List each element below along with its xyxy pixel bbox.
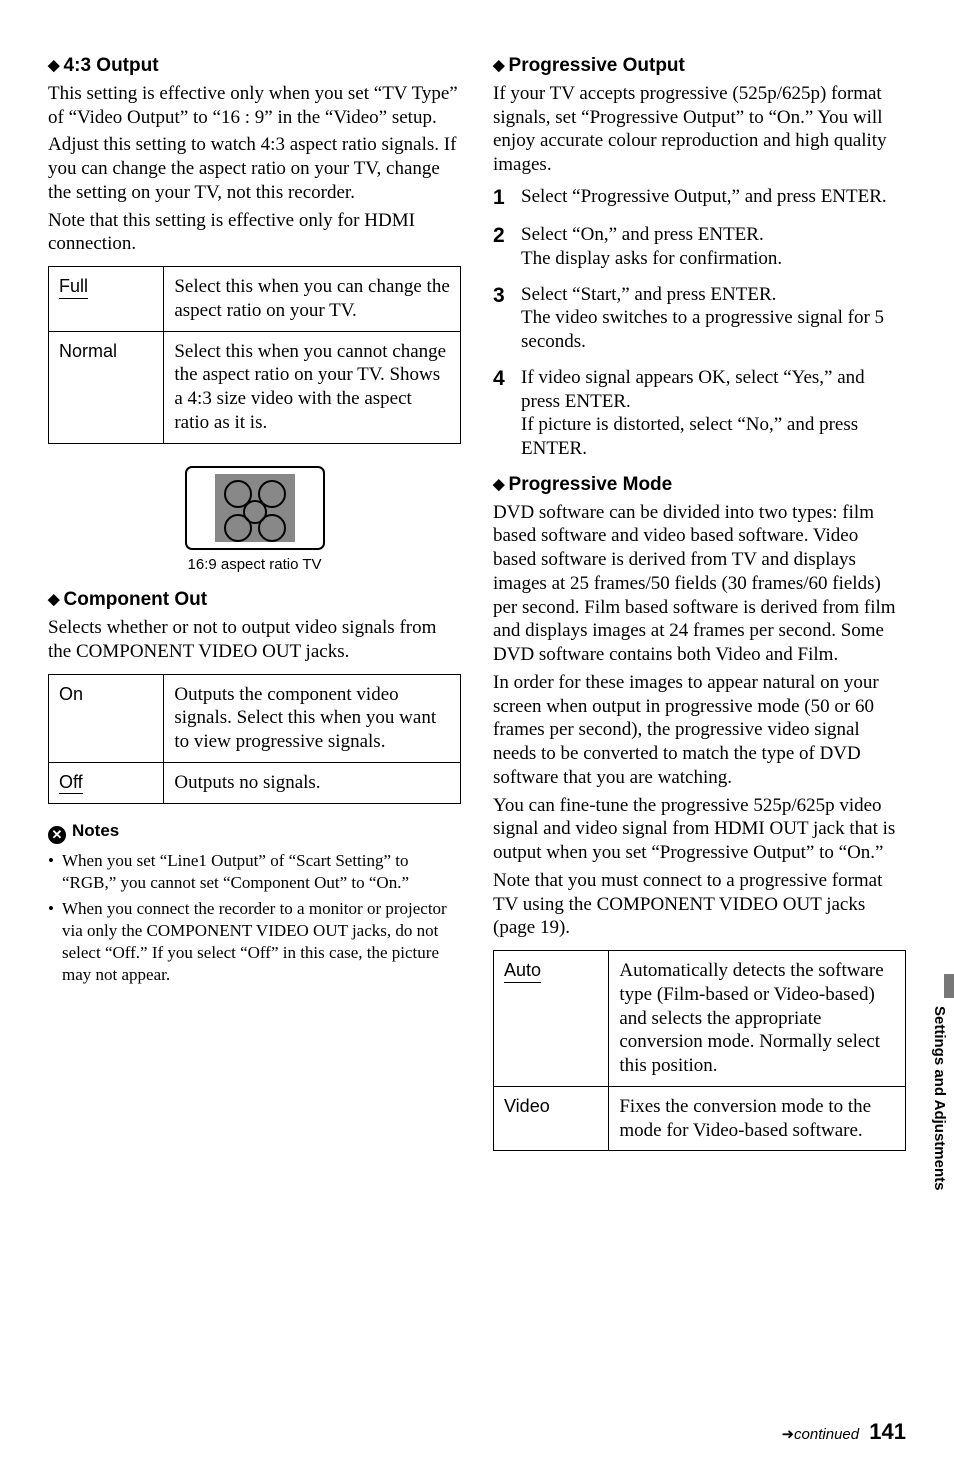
continued-label: continued [794, 1426, 859, 1443]
table-key: Off [49, 762, 164, 803]
continued-arrow-icon: ➜ [781, 1426, 794, 1443]
notes-icon: ✕ [48, 826, 66, 844]
note-item: When you connect the recorder to a monit… [48, 898, 461, 986]
steps-list: 1Select “Progressive Output,” and press … [493, 185, 906, 461]
step-number: 2 [493, 223, 521, 271]
table-row: Normal Select this when you cannot chang… [49, 331, 461, 443]
table-key: Full [49, 267, 164, 332]
heading-text: 4:3 Output [64, 55, 159, 76]
key-label: Full [59, 275, 88, 299]
heading-progressive-output: ◆Progressive Output [493, 54, 906, 78]
table-row: Auto Automatically detects the software … [494, 951, 906, 1087]
paragraph: In order for these images to appear natu… [493, 671, 906, 790]
heading-text: Component Out [64, 589, 208, 610]
heading-text: Progressive Output [509, 55, 685, 76]
table-value: Automatically detects the software type … [609, 951, 906, 1087]
table-value: Select this when you cannot change the a… [164, 331, 461, 443]
step-body: If video signal appears OK, select “Yes,… [521, 366, 906, 461]
side-tab: Settings and Adjustments [926, 998, 954, 1298]
step-number: 1 [493, 185, 521, 211]
paragraph: This setting is effective only when you … [48, 82, 461, 130]
step-body: Select “Progressive Output,” and press E… [521, 185, 906, 211]
paragraph: If your TV accepts progressive (525p/625… [493, 82, 906, 177]
paragraph: Adjust this setting to watch 4:3 aspect … [48, 133, 461, 204]
note-item: When you set “Line1 Output” of “Scart Se… [48, 850, 461, 894]
paragraph: Note that this setting is effective only… [48, 209, 461, 257]
table-key: Auto [494, 951, 609, 1087]
table-progressive-mode: Auto Automatically detects the software … [493, 950, 906, 1151]
notes-list: When you set “Line1 Output” of “Scart Se… [48, 850, 461, 987]
table-row: Video Fixes the conversion mode to the m… [494, 1086, 906, 1151]
table-key: On [49, 674, 164, 762]
step-item: 1Select “Progressive Output,” and press … [493, 185, 906, 211]
table-key: Normal [49, 331, 164, 443]
table-key: Video [494, 1086, 609, 1151]
notes-heading: ✕ Notes [48, 820, 461, 844]
paragraph: Selects whether or not to output video s… [48, 616, 461, 664]
paragraph: DVD software can be divided into two typ… [493, 501, 906, 667]
notes-label: Notes [72, 821, 119, 840]
step-item: 4If video signal appears OK, select “Yes… [493, 366, 906, 461]
paragraph: Note that you must connect to a progress… [493, 869, 906, 940]
heading-text: Progressive Mode [509, 474, 673, 495]
side-tab-bar [944, 974, 954, 998]
illustration-caption: 16:9 aspect ratio TV [48, 556, 461, 575]
step-item: 3Select “Start,” and press ENTER.The vid… [493, 283, 906, 354]
step-body: Select “On,” and press ENTER.The display… [521, 223, 906, 271]
table-value: Outputs the component video signals. Sel… [164, 674, 461, 762]
heading-component-out: ◆Component Out [48, 588, 461, 612]
heading-43-output: ◆4:3 Output [48, 54, 461, 78]
key-label: Auto [504, 959, 541, 983]
table-row: Off Outputs no signals. [49, 762, 461, 803]
table-value: Fixes the conversion mode to the mode fo… [609, 1086, 906, 1151]
key-label: Off [59, 771, 83, 795]
page-footer: ➜continued 141 [781, 1418, 906, 1446]
table-row: On Outputs the component video signals. … [49, 674, 461, 762]
step-item: 2Select “On,” and press ENTER.The displa… [493, 223, 906, 271]
tv-illustration [185, 466, 325, 550]
side-tab-label: Settings and Adjustments [929, 1006, 948, 1190]
table-row: Full Select this when you can change the… [49, 267, 461, 332]
page-number: 141 [869, 1419, 906, 1444]
step-number: 4 [493, 366, 521, 461]
table-value: Outputs no signals. [164, 762, 461, 803]
heading-progressive-mode: ◆Progressive Mode [493, 473, 906, 497]
step-body: Select “Start,” and press ENTER.The vide… [521, 283, 906, 354]
table-value: Select this when you can change the aspe… [164, 267, 461, 332]
paragraph: You can fine-tune the progressive 525p/6… [493, 794, 906, 865]
step-number: 3 [493, 283, 521, 354]
table-component-out: On Outputs the component video signals. … [48, 674, 461, 804]
table-43-output: Full Select this when you can change the… [48, 266, 461, 444]
